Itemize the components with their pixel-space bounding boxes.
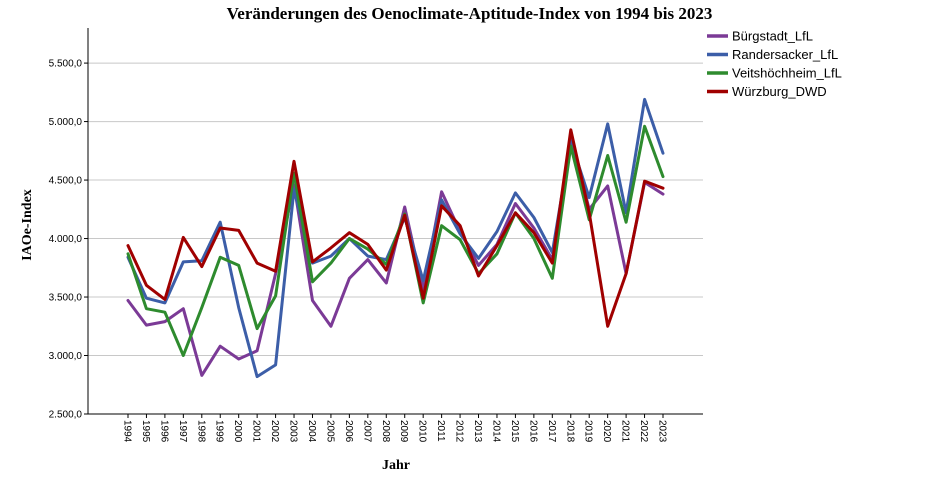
series-line xyxy=(126,128,665,328)
x-tick-label: 2023 xyxy=(657,420,668,443)
x-tick-label: 1998 xyxy=(195,420,206,443)
x-tick-label: 2006 xyxy=(343,420,354,443)
y-axis-title: IAOe-Index xyxy=(20,189,35,261)
x-tick-label: 2009 xyxy=(398,420,409,443)
y-tick-label: 3.500,0 xyxy=(49,293,83,304)
axes xyxy=(87,28,703,415)
x-tick-label: 2018 xyxy=(564,420,575,443)
x-tick-label: 1996 xyxy=(158,420,169,443)
x-tick-label: 2008 xyxy=(380,420,391,443)
x-tick-label: 2001 xyxy=(251,420,262,443)
x-axis-ticks: 1994 1995 1996 1997 1998 1999 2000 2001 2002 2003… xyxy=(122,414,668,443)
x-tick-label: 2020 xyxy=(601,420,612,443)
x-tick-label: 1997 xyxy=(177,420,188,443)
legend-label: Randersacker_LfL xyxy=(732,47,838,62)
x-tick-label: 1995 xyxy=(140,420,151,443)
x-tick-label: 2014 xyxy=(490,420,501,443)
x-axis-title: Jahr xyxy=(382,458,410,473)
x-tick-label: 2019 xyxy=(583,420,594,443)
y-tick-label: 4.500,0 xyxy=(49,176,83,187)
y-axis-ticks: 2.500,0 3.000,0 3.500,0 4.000,0 4.500,0 5.000… xyxy=(49,59,88,421)
series-lines xyxy=(126,97,665,379)
x-tick-label: 2005 xyxy=(324,420,335,443)
x-tick-label: 2016 xyxy=(527,420,538,443)
y-tick-label: 2.500,0 xyxy=(49,410,83,421)
x-tick-label: 2021 xyxy=(620,420,631,443)
x-tick-label: 1994 xyxy=(122,420,133,443)
x-tick-label: 2007 xyxy=(361,420,372,443)
chart-title: Veränderungen des Oenoclimate-Aptitude-I… xyxy=(226,4,713,23)
x-tick-label: 2022 xyxy=(638,420,649,443)
x-tick-label: 2002 xyxy=(269,420,280,443)
y-tick-label: 3.000,0 xyxy=(49,351,83,362)
y-tick-label: 5.000,0 xyxy=(49,117,83,128)
legend-label: Bürgstadt_LfL xyxy=(732,29,813,44)
x-tick-label: 2003 xyxy=(288,420,299,443)
x-tick-label: 2011 xyxy=(435,420,446,442)
y-tick-label: 4.000,0 xyxy=(49,234,83,245)
x-tick-label: 2004 xyxy=(306,420,317,443)
x-tick-label: 2010 xyxy=(417,420,428,443)
x-tick-label: 1999 xyxy=(214,420,225,443)
legend-label: Veitshöchheim_LfL xyxy=(732,66,842,81)
legend: Bürgstadt_LfL Randersacker_LfL Veitshöchhe… xyxy=(707,29,842,99)
x-tick-label: 2000 xyxy=(232,420,243,443)
y-tick-label: 5.500,0 xyxy=(49,59,83,70)
x-tick-label: 2017 xyxy=(546,420,557,443)
x-tick-label: 2013 xyxy=(472,420,483,443)
x-tick-label: 2015 xyxy=(509,420,520,443)
x-tick-label: 2012 xyxy=(454,420,465,443)
legend-label: Würzburg_DWD xyxy=(732,84,827,99)
